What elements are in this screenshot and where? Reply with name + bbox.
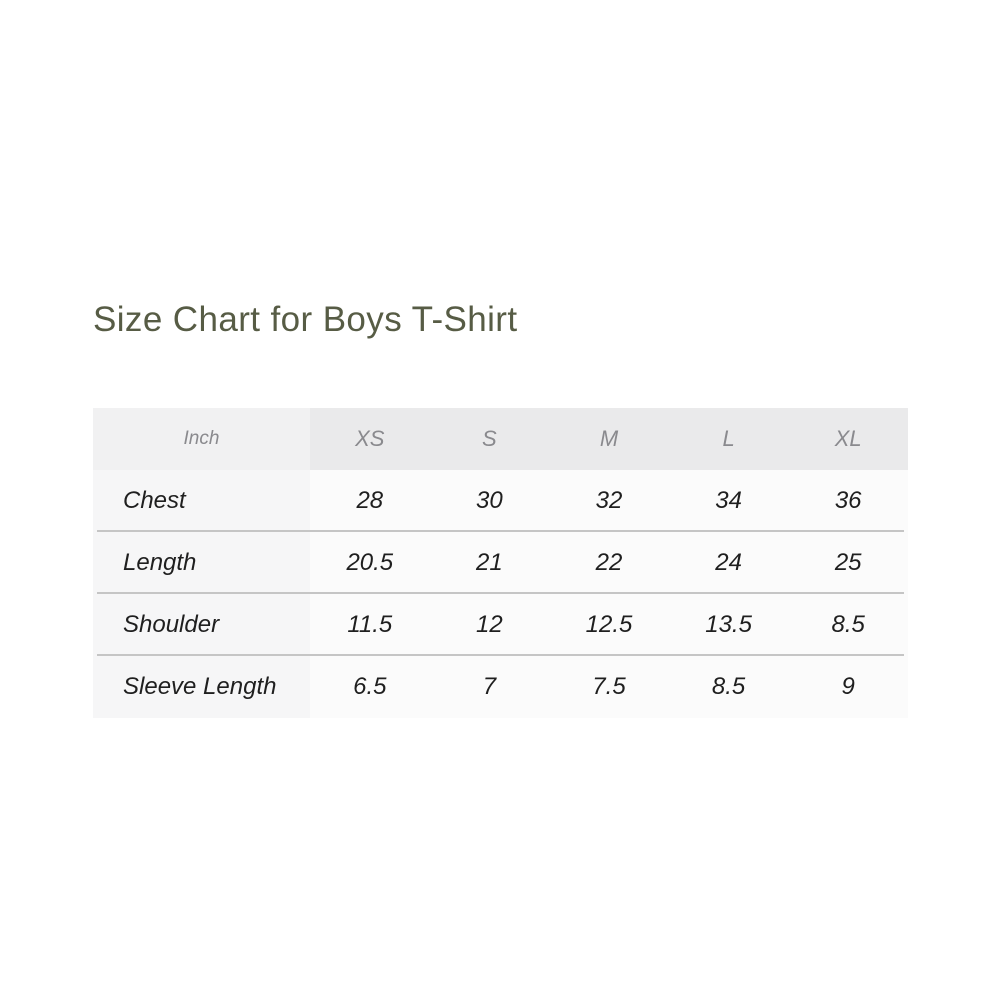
row-label: Chest xyxy=(93,470,310,532)
cell-value: 32 xyxy=(549,470,669,532)
table-row-sleeve-length: Sleeve Length 6.5 7 7.5 8.5 9 xyxy=(93,656,908,723)
cell-value: 28 xyxy=(310,470,430,532)
cell-value: 20.5 xyxy=(310,532,430,594)
cell-value: 7.5 xyxy=(549,656,669,718)
size-header-l: L xyxy=(668,408,789,470)
cell-value: 30 xyxy=(429,470,550,532)
cell-value: 8.5 xyxy=(668,656,789,718)
size-table: Inch XS S M L XL Chest 28 30 32 34 36 Le… xyxy=(93,408,908,723)
cell-value: 24 xyxy=(668,532,789,594)
cell-value: 9 xyxy=(788,656,908,718)
cell-value: 25 xyxy=(788,532,908,594)
cell-value: 12.5 xyxy=(549,594,669,656)
row-label: Sleeve Length xyxy=(93,656,310,718)
cell-value: 21 xyxy=(429,532,550,594)
cell-value: 13.5 xyxy=(668,594,789,656)
cell-value: 8.5 xyxy=(788,594,908,656)
size-header-m: M xyxy=(549,408,669,470)
cell-value: 34 xyxy=(668,470,789,532)
size-chart-title: Size Chart for Boys T-Shirt xyxy=(93,300,518,339)
table-header-row: Inch XS S M L XL xyxy=(93,408,908,470)
table-row-shoulder: Shoulder 11.5 12 12.5 13.5 8.5 xyxy=(93,594,908,656)
size-header-xs: XS xyxy=(310,408,430,470)
cell-value: 12 xyxy=(429,594,550,656)
size-header-xl: XL xyxy=(788,408,908,470)
size-header-s: S xyxy=(429,408,550,470)
table-row-length: Length 20.5 21 22 24 25 xyxy=(93,532,908,594)
cell-value: 6.5 xyxy=(310,656,430,718)
cell-value: 11.5 xyxy=(310,594,430,656)
row-label: Shoulder xyxy=(93,594,310,656)
cell-value: 36 xyxy=(788,470,908,532)
cell-value: 7 xyxy=(429,656,550,718)
row-label: Length xyxy=(93,532,310,594)
unit-header-cell: Inch xyxy=(93,408,310,470)
table-row-chest: Chest 28 30 32 34 36 xyxy=(93,470,908,532)
cell-value: 22 xyxy=(549,532,669,594)
